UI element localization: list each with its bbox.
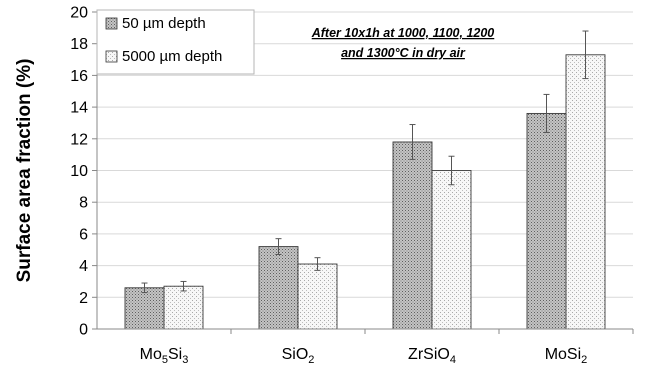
x-tick-label: Mo5Si3 (140, 346, 189, 366)
bar-5000um (163, 285, 204, 330)
bar-50um (258, 246, 299, 330)
annotation-line-2: and 1300°C in dry air (341, 46, 466, 60)
y-tick-label: 12 (70, 131, 88, 148)
bar-5000um (297, 263, 338, 330)
annotation-line-1: After 10x1h at 1000, 1100, 1200 (311, 26, 495, 40)
legend-swatch-50um (105, 17, 118, 30)
bars (124, 30, 606, 330)
legend-label-5000um: 5000 µm depth (122, 48, 222, 65)
y-tick-label: 10 (70, 163, 88, 180)
y-tick-label: 4 (79, 258, 88, 275)
y-tick-label: 0 (79, 322, 88, 339)
y-tick-label: 6 (79, 226, 88, 243)
y-tick-label: 16 (70, 68, 88, 85)
y-tick-label: 14 (70, 100, 88, 117)
legend-swatch-5000um (105, 50, 118, 63)
x-tick-label: ZrSiO4 (408, 346, 456, 366)
bar-50um (124, 287, 165, 330)
annotation: After 10x1h at 1000, 1100, 1200 and 1300… (311, 26, 495, 60)
bar-50um (392, 141, 433, 330)
gridlines (97, 11, 633, 298)
y-tick-label: 18 (70, 36, 88, 53)
y-tick-labels: 0 2 4 6 8 10 12 14 16 18 20 (70, 5, 88, 339)
bar-5000um (431, 170, 472, 330)
y-axis-label: Surface area fraction (%) (14, 59, 35, 283)
y-tick-label: 20 (70, 5, 88, 22)
x-tick-label: MoSi2 (545, 346, 588, 366)
y-tick-label: 2 (79, 290, 88, 307)
bar-5000um (565, 54, 606, 330)
x-tick-label: SiO2 (282, 346, 315, 366)
y-tick-label: 8 (79, 195, 88, 212)
legend-label-50um: 50 µm depth (122, 15, 206, 32)
bar-50um (526, 112, 567, 330)
x-tick-labels: Mo5Si3 SiO2 ZrSiO4 MoSi2 (140, 346, 588, 366)
legend: 50 µm depth 5000 µm depth (96, 9, 255, 75)
